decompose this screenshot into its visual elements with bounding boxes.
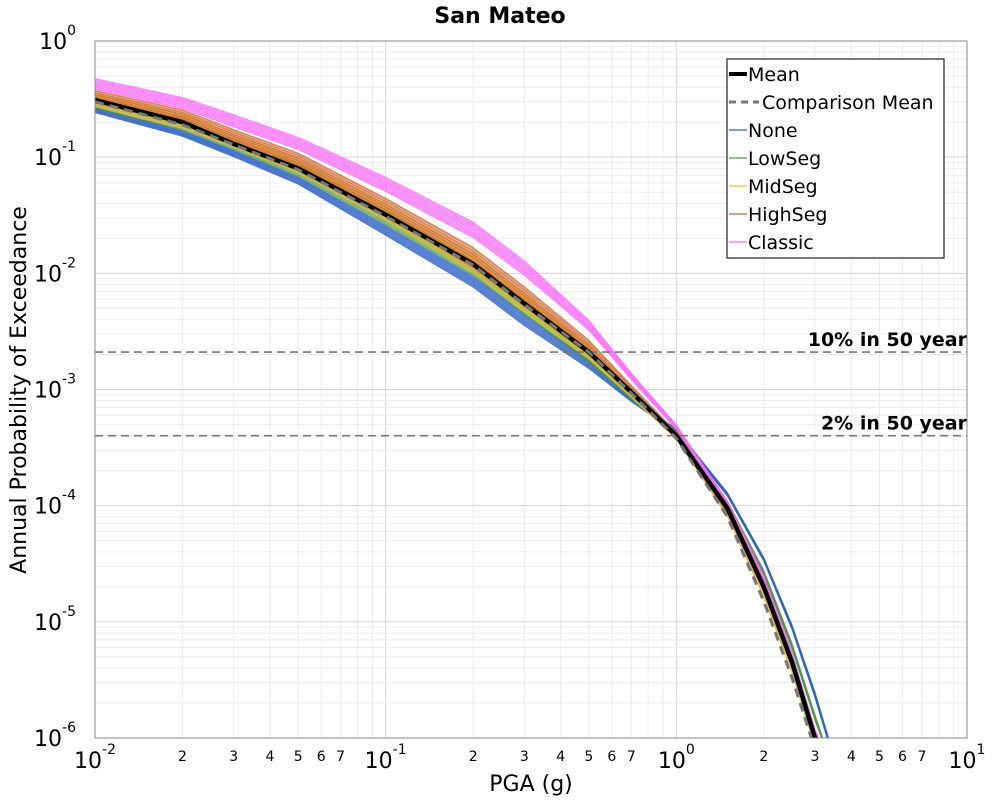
x-minor-tick-label: 7	[627, 749, 636, 765]
legend-box	[726, 58, 945, 259]
y-axis-label: Annual Probability of Exceedance	[7, 206, 32, 574]
x-minor-tick-label: 5	[294, 749, 303, 765]
x-tick-label: 10-1	[365, 742, 407, 774]
x-minor-tick-label: 2	[469, 749, 478, 765]
x-minor-tick-label: 6	[317, 749, 326, 765]
x-minor-tick-label: 4	[556, 749, 565, 765]
x-minor-tick-label: 7	[918, 749, 927, 765]
y-tick-labels: 100 10-1 10-2 10-3 10-4 10-5 10-6	[34, 23, 76, 752]
x-minor-tick-label: 6	[898, 749, 907, 765]
x-minor-tick-label: 5	[584, 749, 593, 765]
x-minor-tick-label: 4	[847, 749, 856, 765]
x-minor-tick-label: 2	[759, 749, 768, 765]
x-minor-tick-label: 5	[875, 749, 884, 765]
chart-title: San Mateo	[434, 4, 565, 29]
x-minor-tick-label: 7	[336, 749, 345, 765]
reference-line-label: 2% in 50 year	[821, 413, 968, 435]
x-minor-tick-label: 6	[607, 749, 616, 765]
legend-label: Classic	[748, 232, 814, 254]
y-tick-label: 100	[39, 23, 76, 55]
x-minor-tick-label: 4	[266, 749, 275, 765]
y-tick-label: 10-2	[34, 255, 76, 287]
reference-line-label: 10% in 50 year	[808, 329, 968, 351]
plot-frame	[94, 40, 968, 739]
y-tick-label: 10-4	[34, 488, 76, 520]
x-minor-tick-label: 3	[520, 749, 529, 765]
legend: Mean Comparison Mean None LowSeg MidSeg HighS…	[726, 58, 945, 259]
legend-label: Comparison Mean	[762, 92, 934, 114]
legend-label: LowSeg	[748, 148, 821, 170]
band-strand-classic	[95, 78, 820, 738]
x-tick-label: 10-2	[74, 742, 116, 774]
y-tick-label: 10-1	[34, 139, 76, 171]
y-tick-label: 10-6	[34, 720, 76, 752]
x-minor-tick-label: 3	[811, 749, 820, 765]
legend-label: MidSeg	[748, 176, 818, 198]
x-minor-tick-label: 3	[229, 749, 238, 765]
x-axis-label: PGA (g)	[489, 772, 573, 797]
legend-label: Mean	[748, 64, 800, 86]
y-tick-label: 10-5	[34, 604, 76, 636]
x-tick-label: 100	[658, 742, 695, 774]
x-tick-label: 101	[949, 742, 986, 774]
reference-lines: 10% in 50 year 2% in 50 year	[95, 329, 968, 437]
legend-label: None	[748, 120, 798, 142]
series-lines	[95, 97, 818, 738]
series-line-comparison-mean	[95, 100, 813, 738]
y-tick-label: 10-3	[34, 372, 76, 404]
x-minor-tick-label: 2	[178, 749, 187, 765]
legend-label: HighSeg	[748, 204, 827, 226]
